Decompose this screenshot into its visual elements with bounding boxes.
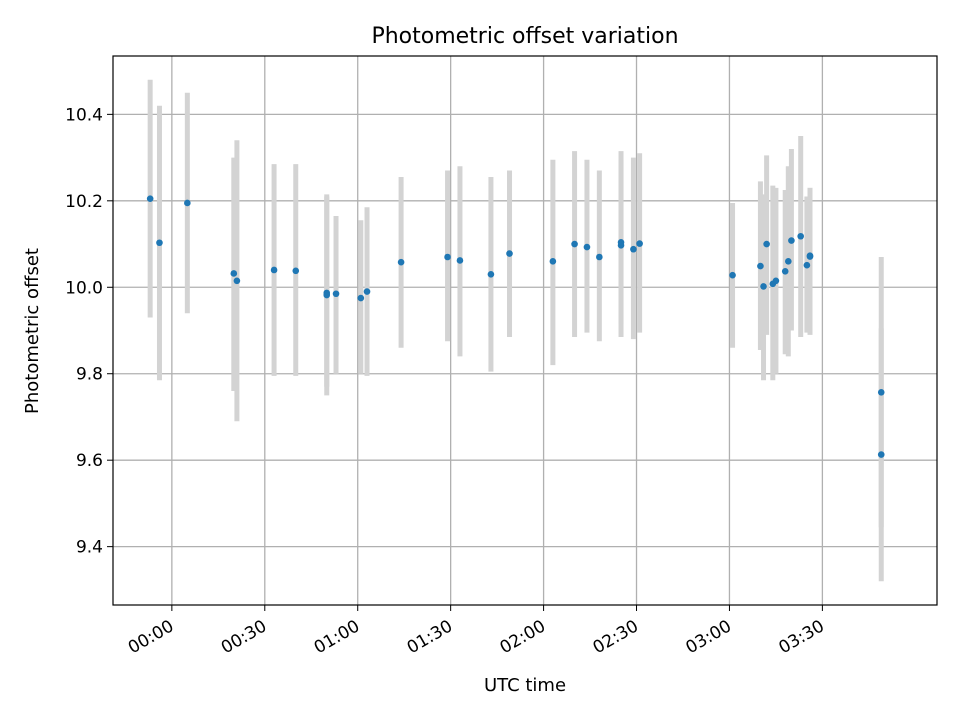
data-point <box>785 258 792 265</box>
data-point <box>156 239 163 247</box>
data-point <box>806 253 814 260</box>
data-point <box>781 267 789 275</box>
data-point <box>583 243 591 251</box>
data-point <box>456 257 464 264</box>
data-point <box>230 270 238 277</box>
data-point <box>630 245 637 253</box>
data-point <box>803 261 811 269</box>
data-point <box>397 258 405 266</box>
data-point <box>617 239 625 246</box>
data-point <box>757 262 764 270</box>
data-point <box>760 283 767 290</box>
data-point <box>184 199 191 207</box>
y-tick-label: 9.8 <box>76 365 103 385</box>
data-point <box>877 389 885 396</box>
data-points <box>146 195 885 458</box>
data-point <box>596 253 603 261</box>
data-point <box>363 288 371 295</box>
y-tick-label: 10.2 <box>65 192 103 212</box>
data-point <box>797 232 804 240</box>
data-point <box>444 253 451 261</box>
data-point <box>292 267 300 275</box>
data-point <box>506 250 513 257</box>
data-point <box>332 290 340 298</box>
data-point <box>487 271 495 278</box>
data-point <box>549 258 557 265</box>
data-point <box>877 451 885 458</box>
y-axis-label: Photometric offset <box>22 248 43 414</box>
data-point <box>636 240 643 247</box>
data-point <box>729 271 736 279</box>
plot-frame <box>112 55 938 606</box>
data-point <box>146 195 154 202</box>
data-point <box>772 277 780 285</box>
data-point <box>763 240 770 248</box>
x-axis-label: UTC time <box>484 675 566 696</box>
data-point <box>357 294 365 302</box>
y-tick-label: 10.0 <box>65 278 103 298</box>
data-point <box>571 240 578 248</box>
y-tick-label: 9.4 <box>76 538 103 558</box>
y-tick-label: 10.4 <box>65 105 103 125</box>
data-point <box>323 291 331 299</box>
data-point <box>233 277 241 285</box>
data-point <box>270 266 278 274</box>
y-tick-label: 9.6 <box>76 451 103 471</box>
data-point <box>788 237 795 244</box>
chart-title: Photometric offset variation <box>371 24 678 49</box>
